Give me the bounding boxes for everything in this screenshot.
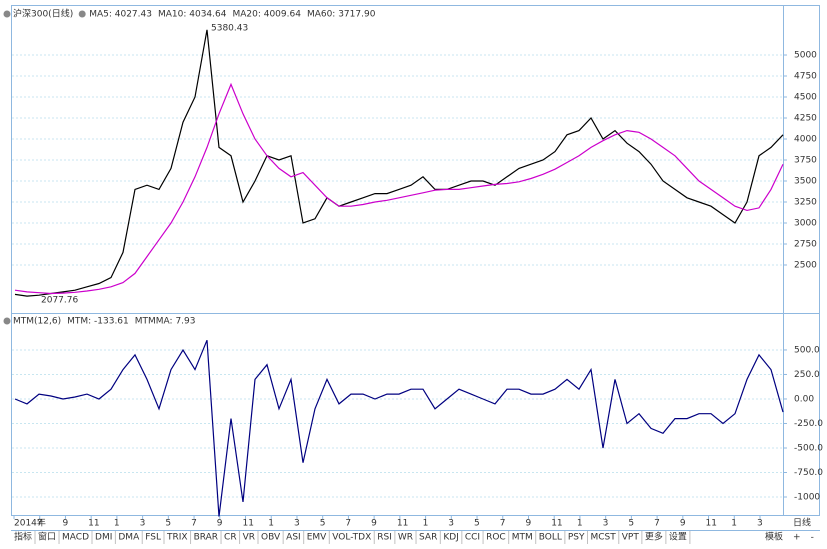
x-tick-label: 11 [397, 519, 408, 529]
x-tick-label: 3 [603, 519, 609, 529]
indicator-tab[interactable]: KDJ [443, 533, 459, 543]
x-tick-label: 11 [243, 519, 254, 529]
indicator-label: MA60: 3717.90 [307, 10, 376, 20]
x-tick-label: 7 [654, 519, 660, 529]
indicator-tab[interactable]: SAR [419, 533, 437, 543]
indicator-tab[interactable]: TRIX [166, 533, 188, 543]
y-tick-label: 2500 [794, 260, 817, 270]
x-tick-label: 1 [268, 519, 274, 529]
x-tick-label: 5 [628, 519, 634, 529]
indicator-tab[interactable]: EMV [307, 533, 327, 543]
indicator-tab[interactable]: FSL [145, 533, 161, 543]
x-tick-label: 5 [320, 519, 326, 529]
y-tick-label: 3500 [794, 176, 817, 186]
header-icon [78, 10, 86, 18]
indicator-tab[interactable]: PSY [568, 533, 585, 543]
x-tick-label: 3 [140, 519, 146, 529]
y-tick-label: 5000 [794, 51, 817, 61]
indicator-tab[interactable]: CCI [465, 533, 480, 543]
indicator-tab[interactable]: DMA [118, 533, 140, 543]
indicator-tab[interactable]: OBV [261, 533, 281, 543]
indicator-label: MTM: -133.61 [67, 317, 129, 327]
indicator-tab[interactable]: ASI [286, 533, 301, 543]
period-label: 日线 [793, 517, 811, 529]
indicator-tab[interactable]: RSI [377, 533, 392, 543]
indicator-tab[interactable]: 指标 [14, 531, 32, 543]
indicator-tab[interactable]: VPT [622, 533, 640, 543]
x-tick-label: 11 [706, 519, 717, 529]
toolbar-button[interactable]: 模板 [765, 531, 783, 543]
annotation: 5380.43 [211, 24, 248, 34]
x-tick-label: 5 [474, 519, 480, 529]
indicator-tab[interactable]: CR [224, 533, 237, 543]
toolbar-button[interactable]: + [793, 533, 801, 543]
x-tick-label: 1 [114, 519, 120, 529]
x-tick-label: 1 [423, 519, 429, 529]
x-tick-label: 11 [88, 519, 99, 529]
x-tick-label: 7 [345, 519, 351, 529]
y-tick-label: 3750 [794, 156, 817, 166]
y-tick-label: 0.00 [794, 394, 814, 404]
y-tick-label: 4750 [794, 72, 817, 82]
indicator-label: MA5: 4027.43 [89, 10, 152, 20]
header-icon [3, 317, 11, 325]
indicator-tab[interactable]: 更多 [645, 531, 663, 543]
y-tick-label: 4500 [794, 93, 817, 103]
series-line [14, 29, 784, 297]
indicator-tab[interactable]: WR [398, 533, 413, 543]
series-line [14, 82, 784, 295]
x-tick-label: 7 [191, 519, 197, 529]
y-tick-label: -250.0 [794, 419, 823, 429]
y-tick-label: 500.0 [794, 345, 820, 355]
x-tick-label: 9 [525, 519, 531, 529]
indicator-tab[interactable]: ROC [486, 533, 506, 543]
x-tick-label: 3 [448, 519, 454, 529]
y-tick-label: -1000 [794, 493, 820, 503]
indicator-tab[interactable]: MACD [62, 533, 89, 543]
x-tick-label: 1 [731, 519, 737, 529]
y-tick-label: 3250 [794, 197, 817, 207]
x-tick-label: 9 [680, 519, 686, 529]
header-icon [3, 10, 11, 18]
frame [11, 5, 820, 516]
indicator-label: MA10: 4034.64 [158, 10, 227, 20]
x-tick-label: 7 [500, 519, 506, 529]
indicator-tab[interactable]: BOLL [539, 533, 562, 543]
x-tick-label: 2014年 [14, 517, 46, 529]
x-tick-label: 3 [757, 519, 763, 529]
series-line [14, 339, 784, 517]
y-tick-label: 4250 [794, 114, 817, 124]
x-tick-label: 9 [371, 519, 377, 529]
annotation: 2077.76 [41, 296, 78, 306]
indicator-tab[interactable]: DMI [95, 533, 112, 543]
panel-title: MTM(12,6) [13, 317, 61, 327]
indicator-tab[interactable]: VOL-TDX [332, 533, 371, 543]
x-tick-label: 9 [217, 519, 223, 529]
x-tick-label: 3 [294, 519, 300, 529]
y-tick-label: 4000 [794, 135, 817, 145]
toolbar-button[interactable]: - [811, 533, 814, 543]
indicator-tab[interactable]: 设置 [669, 532, 687, 543]
panel-title: 沪深300(日线) [13, 8, 73, 20]
y-tick-label: 2750 [794, 239, 817, 249]
indicator-tab[interactable]: BRAR [194, 533, 218, 543]
y-tick-label: -750.0 [794, 468, 823, 478]
y-tick-label: 3000 [794, 218, 817, 228]
x-tick-label: 11 [551, 519, 562, 529]
x-tick-label: 1 [577, 519, 583, 529]
x-tick-label: 5 [165, 519, 171, 529]
indicator-tab[interactable]: VR [243, 533, 255, 543]
indicator-label: MTMMA: 7.93 [135, 317, 196, 327]
indicator-tab[interactable]: MTM [512, 533, 533, 543]
y-tick-label: 250.0 [794, 370, 820, 380]
indicator-tab[interactable]: MCST [591, 533, 617, 543]
x-tick-label: 9 [62, 519, 68, 529]
indicator-label: MA20: 4009.64 [232, 10, 301, 20]
indicator-tab[interactable]: 窗口 [38, 531, 56, 543]
y-tick-label: -500.0 [794, 443, 823, 453]
x-tick-label: 7 [37, 519, 43, 529]
